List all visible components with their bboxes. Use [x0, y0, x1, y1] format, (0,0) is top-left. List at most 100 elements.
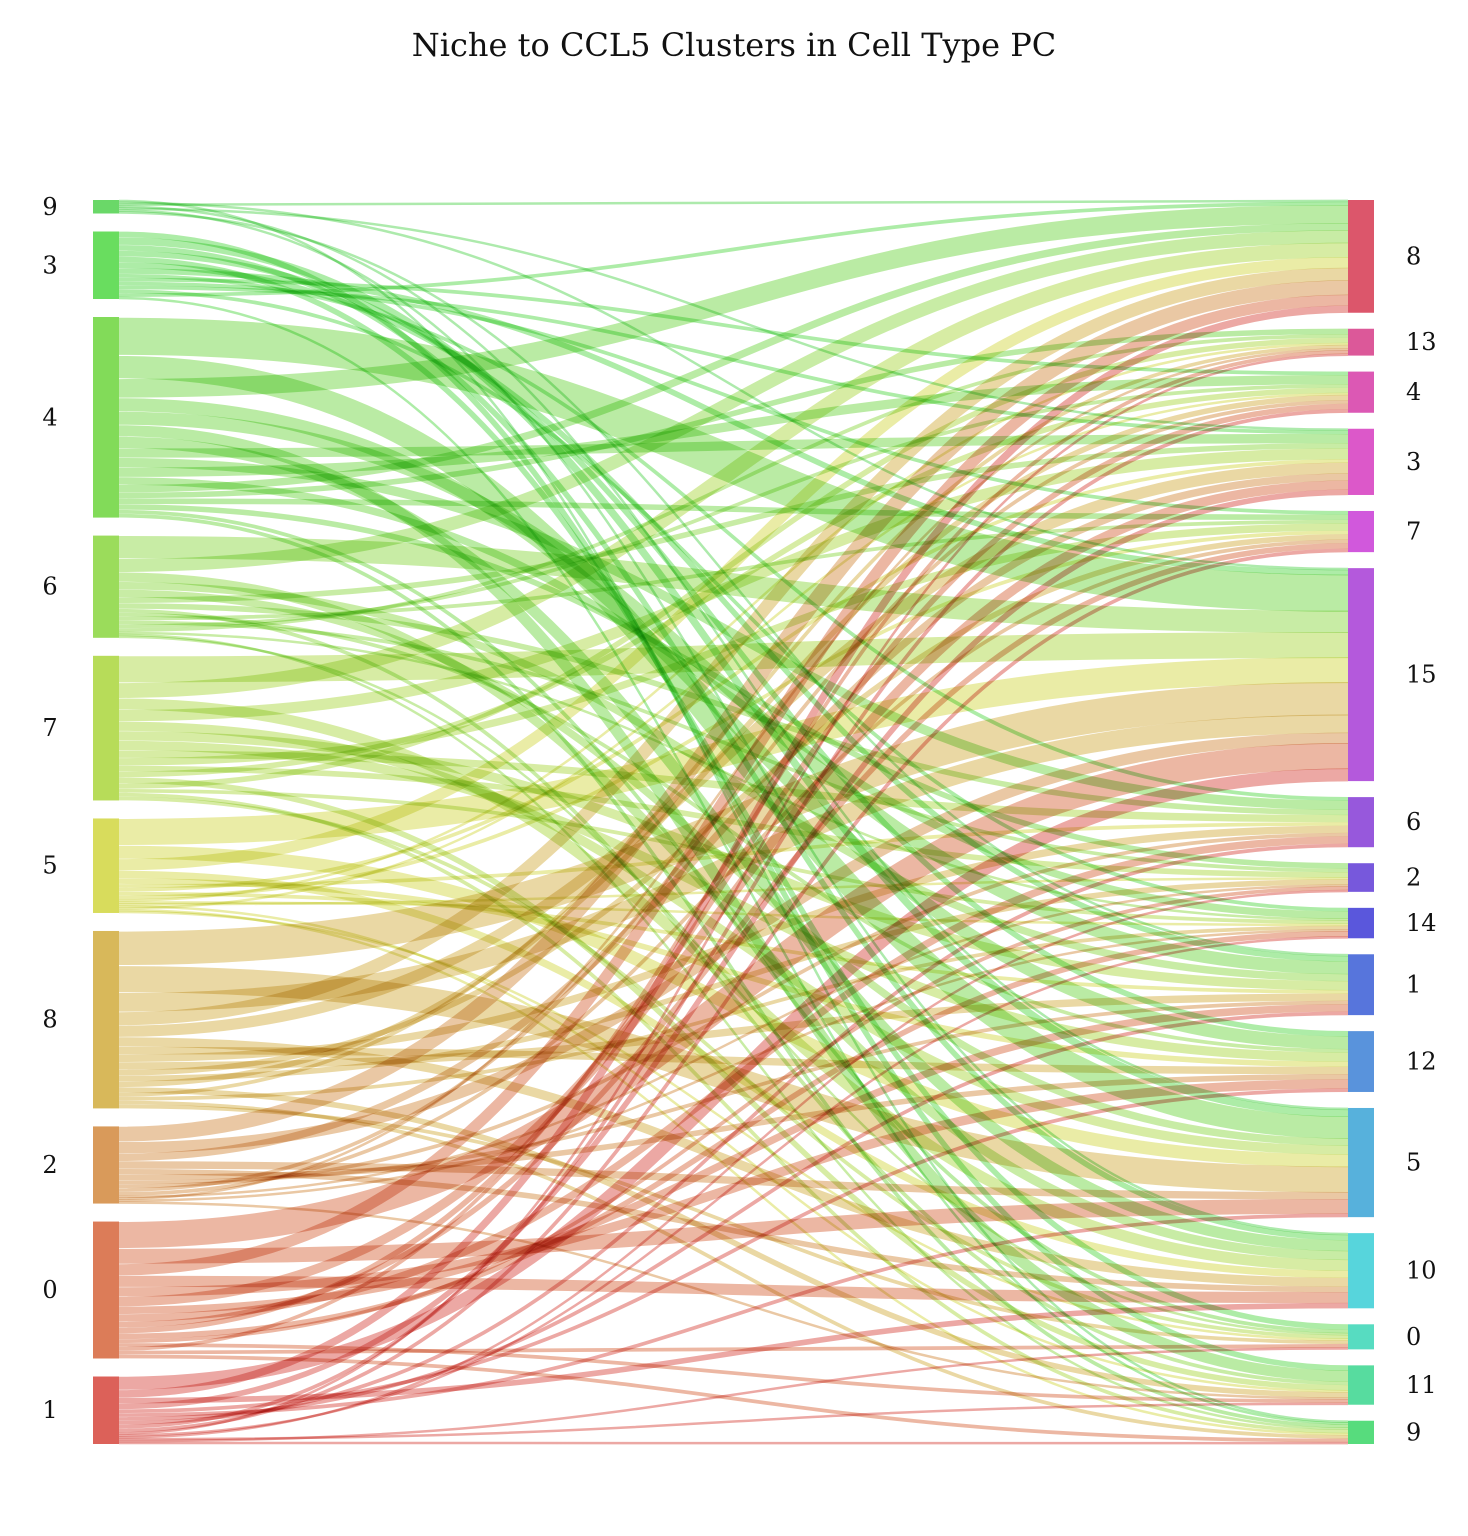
flow-link	[118, 294, 1349, 1276]
flow-link	[118, 714, 1349, 1012]
flow-layer	[118, 199, 1349, 1445]
left-node-label: 1	[42, 1396, 57, 1424]
right-node	[1348, 568, 1374, 782]
flow-link	[118, 205, 1349, 398]
flow-link	[118, 280, 1349, 1142]
left-node-label: 4	[42, 403, 57, 431]
flow-link	[118, 477, 1349, 919]
node-layer	[93, 200, 1374, 1444]
flow-link	[118, 732, 1349, 1154]
left-node-label: 7	[42, 714, 57, 742]
right-node-label: 4	[1406, 378, 1421, 406]
flow-link	[118, 489, 1349, 1410]
flow-link	[118, 353, 1349, 1435]
left-node	[93, 1376, 119, 1444]
right-node	[1348, 200, 1374, 313]
left-node	[93, 231, 119, 300]
left-node-label: 2	[42, 1151, 57, 1179]
right-node	[1348, 1420, 1374, 1444]
right-node-label: 1	[1406, 971, 1421, 999]
label-layer: 9 3 4 6 7 5 8 2 0 1 8 13 4 3 7 15 6 2 14 1 12 5 10 0 11 9	[42, 193, 1436, 1447]
right-node	[1348, 510, 1374, 553]
left-node	[93, 1221, 119, 1359]
right-node-label: 11	[1406, 1371, 1437, 1399]
left-node	[93, 655, 119, 801]
flow-link	[118, 257, 1349, 871]
flow-link	[118, 878, 1349, 1068]
flow-link	[118, 403, 1349, 1334]
chart-title: Niche to CCL5 Clusters in Cell Type PC	[412, 26, 1056, 64]
right-node-label: 5	[1406, 1149, 1421, 1177]
right-node	[1348, 797, 1374, 848]
flow-link	[118, 682, 1349, 966]
flow-link	[118, 199, 1349, 207]
flow-link	[118, 843, 1349, 1425]
left-node	[93, 1126, 119, 1204]
flow-link	[118, 442, 1349, 603]
flow-link	[118, 459, 1349, 892]
right-node-label: 2	[1406, 864, 1421, 892]
right-node	[1348, 863, 1374, 892]
right-node	[1348, 1031, 1374, 1092]
flow-link	[118, 305, 1349, 1398]
flow-link	[118, 473, 1349, 1161]
flow-link	[118, 462, 1349, 1037]
right-node	[1348, 907, 1374, 939]
flow-link	[118, 1347, 1349, 1443]
flow-link	[118, 409, 1349, 1429]
left-node-label: 3	[42, 251, 57, 279]
flow-link	[118, 993, 1349, 1070]
flow-link	[118, 1011, 1349, 1421]
flow-link	[118, 201, 1349, 298]
right-node-label: 3	[1406, 448, 1421, 476]
left-node-label: 6	[42, 573, 57, 601]
flow-link	[118, 884, 1349, 1199]
flow-link	[118, 267, 1349, 1026]
right-node	[1348, 1233, 1374, 1309]
flow-link	[118, 886, 1349, 1343]
flow-link	[118, 928, 1349, 1202]
flow-link	[118, 374, 1349, 477]
left-node	[93, 930, 119, 1109]
flow-link	[118, 1087, 1349, 1398]
flow-link	[118, 394, 1349, 1088]
right-node	[1348, 1324, 1374, 1350]
flow-link	[118, 1000, 1349, 1185]
right-node-label: 8	[1406, 242, 1421, 270]
right-node	[1348, 954, 1374, 1016]
right-node-label: 12	[1406, 1048, 1437, 1076]
left-node	[93, 818, 119, 913]
left-node	[93, 200, 119, 214]
right-node	[1348, 1365, 1374, 1405]
right-node-label: 0	[1406, 1323, 1421, 1351]
flow-link	[118, 242, 1349, 698]
right-node	[1348, 371, 1374, 413]
right-node	[1348, 428, 1374, 495]
flow-link	[118, 223, 1349, 493]
right-node-label: 15	[1406, 661, 1437, 689]
flow-link	[118, 230, 1349, 572]
right-node-label: 6	[1406, 808, 1421, 836]
flow-link	[118, 1213, 1349, 1417]
right-node-label: 13	[1406, 328, 1437, 356]
right-node-label: 7	[1406, 518, 1421, 546]
left-node	[93, 317, 119, 518]
flow-link	[118, 889, 1349, 1439]
flow-link	[118, 768, 1349, 1390]
right-node-label: 10	[1406, 1257, 1437, 1285]
right-node-label: 14	[1406, 909, 1437, 937]
left-node-label: 8	[42, 1006, 57, 1034]
left-node-label: 9	[42, 193, 57, 221]
flow-link	[118, 1402, 1349, 1441]
right-node	[1348, 328, 1374, 356]
flow-link	[118, 348, 1349, 1200]
right-node-label: 9	[1406, 1418, 1421, 1446]
flow-link	[118, 1088, 1349, 1414]
flow-link	[118, 1354, 1349, 1443]
left-node-label: 0	[42, 1276, 57, 1304]
left-node	[93, 535, 119, 638]
right-node	[1348, 1107, 1374, 1218]
flow-link	[118, 548, 1349, 1433]
flow-link	[118, 400, 1349, 1192]
